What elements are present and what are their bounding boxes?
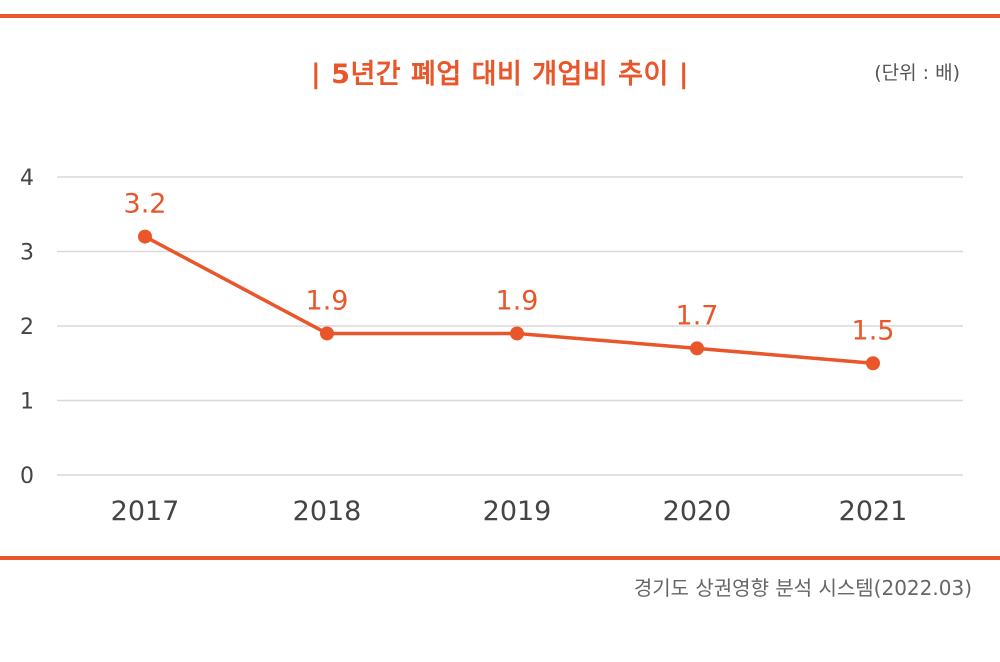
data-point-2020	[690, 341, 704, 356]
y-tick-label-1: 1	[20, 390, 34, 415]
series-points	[138, 229, 880, 371]
y-tick-label-3: 3	[20, 241, 34, 266]
unit-label: (단위 : 배)	[874, 62, 960, 84]
grid-lines	[57, 176, 963, 476]
data-label-2018: 1.9	[306, 285, 349, 316]
data-point-2021	[866, 356, 880, 371]
y-tick-label-2: 2	[20, 315, 34, 340]
data-point-2017	[138, 229, 152, 244]
data-labels: 3.2 1.9 1.9 1.7 1.5	[124, 189, 895, 347]
x-axis-ticks: 2017 2018 2019 2020 2021	[111, 496, 908, 527]
top-accent-rule	[0, 14, 1000, 18]
x-tick-label-2019: 2019	[483, 496, 552, 527]
x-tick-label-2018: 2018	[293, 496, 362, 527]
bottom-accent-rule	[0, 556, 1000, 560]
data-label-2017: 3.2	[124, 189, 167, 220]
x-tick-label-2021: 2021	[839, 496, 908, 527]
y-axis-ticks: 0 1 2 3 4	[20, 166, 34, 489]
data-label-2019: 1.9	[496, 285, 539, 316]
data-label-2021: 1.5	[852, 315, 895, 346]
x-tick-label-2020: 2020	[663, 496, 732, 527]
data-label-2020: 1.7	[676, 300, 719, 331]
y-tick-label-0: 0	[20, 464, 34, 489]
source-note: 경기도 상권영향 분석 시스템(2022.03)	[633, 576, 972, 600]
data-point-2018	[320, 326, 334, 341]
chart-title: | 5년간 폐업 대비 개업비 추이 |	[310, 59, 690, 90]
x-tick-label-2017: 2017	[111, 496, 180, 527]
data-point-2019	[510, 326, 524, 341]
y-tick-label-4: 4	[20, 166, 34, 191]
